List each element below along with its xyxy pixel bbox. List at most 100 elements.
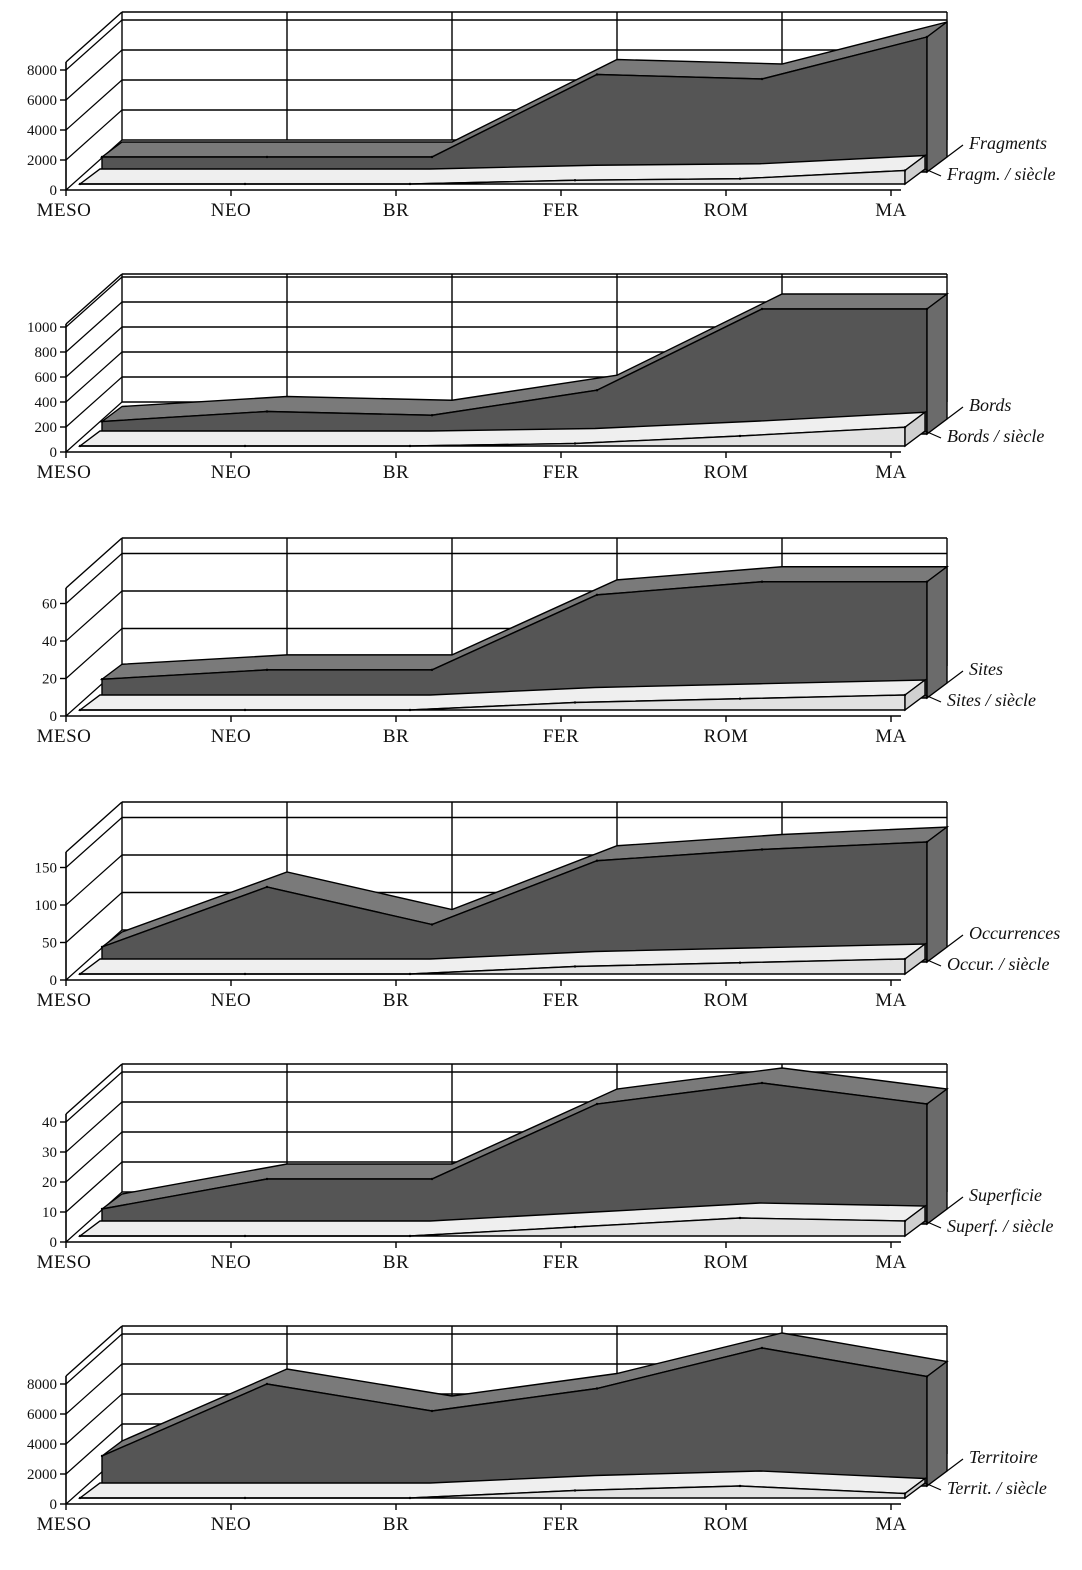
series-end-cap bbox=[926, 565, 948, 700]
data-point bbox=[78, 1234, 82, 1238]
y-tick-label: 1000 bbox=[27, 320, 57, 336]
data-point bbox=[243, 182, 247, 186]
data-point bbox=[243, 1234, 247, 1238]
chart-panel-5: Superficie Superf. / siècle 0 10 20 30 40 MESO N… bbox=[0, 1052, 1082, 1308]
side-wall-top bbox=[65, 801, 123, 853]
series-main: Territoire bbox=[100, 1332, 1038, 1488]
data-point bbox=[100, 1454, 104, 1458]
data-point bbox=[430, 155, 434, 159]
data-point bbox=[265, 885, 269, 889]
data-point bbox=[78, 182, 82, 186]
side-grid-line bbox=[65, 628, 123, 679]
data-point bbox=[408, 1496, 412, 1500]
legend-leader bbox=[946, 1196, 964, 1210]
side-grid-line bbox=[65, 1333, 123, 1385]
data-point bbox=[595, 1102, 599, 1106]
series-area bbox=[101, 581, 928, 699]
data-point bbox=[243, 1496, 247, 1500]
y-tick-label: 150 bbox=[35, 861, 58, 877]
legend-leader bbox=[946, 670, 964, 684]
x-tick-label: MESO bbox=[37, 200, 92, 221]
data-point bbox=[595, 593, 599, 597]
side-wall-top bbox=[65, 273, 123, 325]
data-point bbox=[925, 307, 929, 311]
side-grid-line bbox=[65, 49, 123, 101]
y-tick-label: 600 bbox=[35, 370, 58, 386]
series-end-cap bbox=[926, 1087, 948, 1226]
data-point bbox=[100, 945, 104, 949]
x-tick-label: MESO bbox=[37, 1514, 92, 1535]
legend-leader bbox=[924, 1482, 942, 1491]
chart-svg: Superficie Superf. / siècle 0 10 20 30 40 MESO N… bbox=[37, 1063, 1053, 1273]
x-tick-label: FER bbox=[543, 990, 579, 1011]
data-point bbox=[595, 389, 599, 392]
axes: 0 20 40 60 MESO NEO BR FER ROM MA bbox=[37, 588, 906, 747]
legend-label: Superf. / siècle bbox=[947, 1216, 1053, 1236]
data-point bbox=[408, 182, 412, 186]
legend-label: Sites / siècle bbox=[947, 690, 1036, 710]
chart-panel-6: Territoire Territ. / siècle 0 2000 4000 6000 8… bbox=[0, 1314, 1082, 1570]
chart-panel-1: Fragments Fragm. / siècle 0 2000 4000 6000 800… bbox=[0, 0, 1082, 256]
legend-label: Sites bbox=[969, 659, 1003, 679]
axes: 0 10 20 30 40 MESO NEO BR FER ROM MA bbox=[37, 1114, 906, 1273]
data-point bbox=[78, 444, 82, 448]
data-point bbox=[760, 848, 764, 851]
legend-leader bbox=[924, 1220, 942, 1229]
legend-label: Occur. / siècle bbox=[947, 954, 1049, 974]
legend-leader bbox=[924, 694, 942, 703]
legend-leader bbox=[946, 144, 964, 158]
data-point bbox=[265, 1382, 269, 1386]
axes: 0 200 400 600 800 1000 MESO NEO BR FER ROM MA bbox=[27, 320, 906, 483]
data-point bbox=[595, 1387, 599, 1390]
series-end-cap bbox=[926, 292, 948, 436]
chart-svg: Bords Bords / siècle 0 200 400 600 800 1000 MESO… bbox=[27, 273, 1044, 483]
side-grid-line bbox=[65, 1131, 123, 1183]
x-tick-label: BR bbox=[383, 200, 409, 221]
data-point bbox=[573, 1489, 577, 1492]
y-tick-label: 0 bbox=[50, 973, 58, 989]
data-point bbox=[430, 923, 434, 926]
side-grid-line bbox=[65, 1423, 123, 1475]
series-per-century: Fragm. / siècle bbox=[77, 154, 1055, 186]
side-grid-line bbox=[65, 854, 123, 906]
legend-leader bbox=[924, 430, 942, 439]
y-tick-label: 40 bbox=[42, 634, 57, 650]
series-per-century: Occur. / siècle bbox=[77, 942, 1049, 976]
y-tick-label: 40 bbox=[42, 1115, 57, 1131]
x-tick-label: MESO bbox=[37, 1252, 92, 1273]
data-point bbox=[738, 961, 742, 964]
y-tick-label: 20 bbox=[42, 672, 57, 688]
y-tick-label: 0 bbox=[50, 1235, 58, 1251]
y-tick-label: 0 bbox=[50, 445, 58, 461]
series-per-century: Bords / siècle bbox=[77, 410, 1044, 448]
x-tick-label: ROM bbox=[704, 200, 749, 221]
axes: 0 2000 4000 6000 8000 MESO NEO BR FER ROM MA bbox=[27, 62, 907, 221]
x-tick-label: MA bbox=[875, 200, 907, 221]
data-point bbox=[78, 708, 82, 712]
data-point bbox=[760, 1346, 764, 1350]
data-point bbox=[903, 169, 907, 172]
side-grid-line bbox=[65, 1071, 123, 1123]
series-area bbox=[101, 308, 928, 435]
side-wall-top bbox=[65, 11, 123, 63]
side-grid-line bbox=[65, 376, 123, 428]
x-tick-label: MESO bbox=[37, 726, 92, 747]
chart-panel-3: Sites Sites / siècle 0 20 40 60 MESO NEO BR FER RO… bbox=[0, 526, 1082, 782]
data-point bbox=[925, 840, 929, 844]
data-point bbox=[738, 697, 742, 700]
data-point bbox=[265, 410, 269, 413]
side-wall-top bbox=[65, 1325, 123, 1377]
data-point bbox=[430, 1409, 434, 1413]
side-wall-top bbox=[65, 537, 123, 589]
legend-label: Occurrences bbox=[969, 923, 1060, 943]
data-point bbox=[265, 155, 269, 159]
legend-label: Superficie bbox=[969, 1185, 1042, 1205]
y-tick-label: 2000 bbox=[27, 153, 57, 169]
y-tick-label: 0 bbox=[50, 183, 58, 199]
side-grid-line bbox=[65, 401, 123, 453]
data-point bbox=[265, 668, 269, 672]
x-tick-label: ROM bbox=[704, 462, 749, 483]
x-tick-label: MESO bbox=[37, 990, 92, 1011]
x-tick-label: NEO bbox=[211, 1252, 252, 1273]
chart-svg: Occurrences Occur. / siècle 0 50 100 150 MESO N… bbox=[35, 801, 1060, 1011]
